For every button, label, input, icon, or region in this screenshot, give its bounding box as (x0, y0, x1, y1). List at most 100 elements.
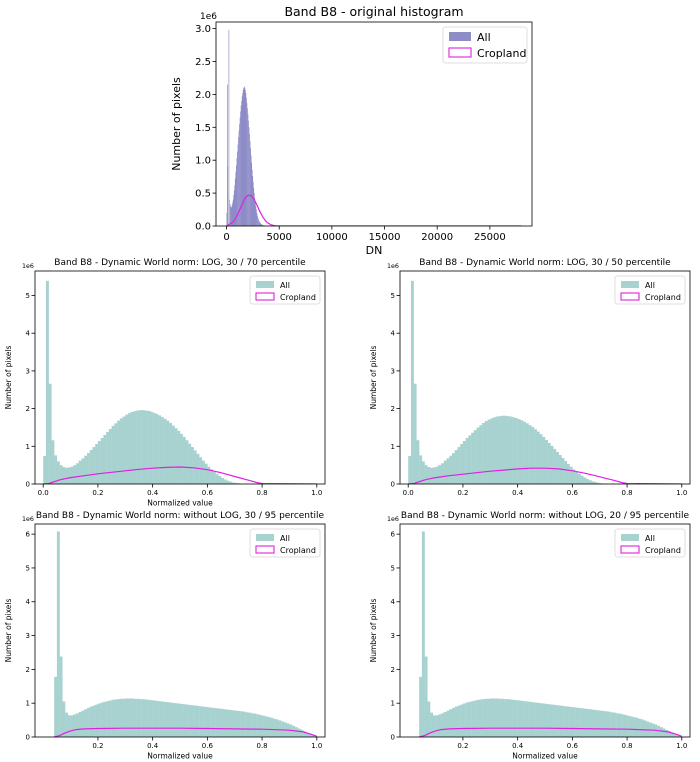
x-tick-label: 0.0 (38, 489, 49, 497)
histogram-bar (484, 421, 488, 484)
histogram-bar (561, 705, 565, 737)
histogram-bar (594, 482, 598, 484)
histogram-bar (264, 716, 268, 737)
cropland-line (419, 727, 683, 737)
histogram-bar (427, 467, 431, 484)
y-tick-label: 0 (26, 733, 30, 741)
histogram-bar (246, 102, 248, 226)
x-axis-label: DN (366, 244, 383, 257)
x-tick-label: 0.8 (622, 489, 633, 497)
y-tick-label: 6 (26, 531, 31, 539)
histogram-bar (86, 707, 90, 737)
histogram-bar (520, 700, 524, 737)
histogram-bar (449, 455, 453, 484)
histogram-bar (73, 714, 77, 737)
histogram-bar (659, 727, 663, 737)
histogram-bar (122, 416, 126, 484)
histogram-bar (632, 717, 636, 737)
y-tick-label: 4 (391, 598, 396, 606)
histogram-bar (536, 431, 540, 484)
x-tick-label: 0.6 (567, 489, 579, 497)
histogram-bar (245, 93, 247, 226)
histogram-bar (512, 417, 516, 484)
histogram-bar (451, 453, 455, 484)
histogram-bar (430, 467, 434, 484)
histogram-bar (141, 699, 145, 737)
histogram-bar (627, 715, 631, 737)
histogram-bar (303, 731, 307, 737)
y-tick-label: 3 (391, 632, 395, 640)
histogram-bar (525, 423, 529, 484)
histogram-bar (550, 445, 554, 484)
x-axis-label: Normalized value (147, 752, 213, 761)
histogram-bar (180, 703, 183, 737)
histogram-bar (534, 429, 537, 484)
histogram-bar (201, 460, 205, 484)
chart-title: Band B8 - Dynamic World norm: LOG, 30 / … (419, 258, 671, 268)
histogram-bar (242, 89, 244, 226)
histogram-bar (509, 699, 513, 737)
histogram-bar (408, 456, 412, 484)
histogram-bar (261, 224, 263, 226)
histogram-bar (166, 702, 170, 737)
histogram-bar (117, 699, 121, 737)
histogram-bar (229, 481, 233, 484)
x-axis-label: Normalized value (512, 752, 578, 761)
histogram-bar (484, 698, 488, 737)
histogram-bar (229, 204, 231, 226)
histogram-bar (443, 711, 447, 737)
histogram-bar (152, 412, 156, 484)
histogram-bar (207, 466, 211, 484)
histogram-bar (169, 702, 172, 737)
histogram-bar (591, 709, 595, 737)
axes-frame (399, 523, 691, 738)
histogram-bar (180, 433, 183, 484)
cropland-line (43, 466, 317, 484)
y-tick-label: 2.5 (195, 57, 211, 68)
legend-label: Cropland (645, 293, 681, 302)
histogram-bar (232, 202, 234, 226)
histogram-bar (254, 198, 256, 226)
histogram-bar (253, 193, 255, 226)
histogram-bar (237, 144, 239, 226)
histogram-bar (86, 453, 90, 484)
histogram-bar (270, 717, 274, 737)
histogram-bar (462, 441, 466, 484)
histogram-bar (577, 473, 581, 484)
legend-swatch-cropland (255, 292, 275, 301)
histogram-bar (108, 700, 112, 737)
y-tick-label: 0.5 (195, 189, 211, 200)
histogram-bar (605, 711, 609, 737)
histogram-bar (56, 531, 60, 737)
histogram-bar (182, 436, 186, 484)
histogram-bar (545, 439, 548, 484)
histogram-bar (602, 710, 606, 737)
histogram-bar (230, 206, 231, 226)
histogram-bar (171, 425, 175, 484)
histogram-bar (67, 467, 71, 484)
histogram-bar (454, 450, 458, 484)
histogram-bar (308, 733, 312, 737)
legend-label: Cropland (477, 47, 526, 60)
histogram-bar (84, 709, 88, 737)
histogram-bar (133, 411, 137, 484)
histogram-bar (227, 84, 228, 226)
histogram-bar (248, 127, 250, 226)
histogram-bar (236, 165, 237, 226)
histogram-bar (575, 471, 579, 484)
histogram-bar (250, 148, 251, 226)
histogram-bar (244, 87, 246, 226)
histogram-bar (106, 431, 110, 484)
histogram-bar (247, 108, 248, 226)
legend-swatch-all (621, 281, 639, 288)
histogram-bar (182, 704, 186, 737)
histogram-bar (419, 455, 423, 484)
histogram-bar (166, 420, 170, 484)
histogram-bar (662, 728, 666, 737)
histogram-bar (246, 97, 247, 226)
histogram-bar (210, 469, 214, 484)
histogram-bar (141, 410, 145, 484)
histogram-bar (624, 715, 628, 737)
histogram-bar (240, 111, 241, 226)
histogram-bar (233, 195, 235, 226)
